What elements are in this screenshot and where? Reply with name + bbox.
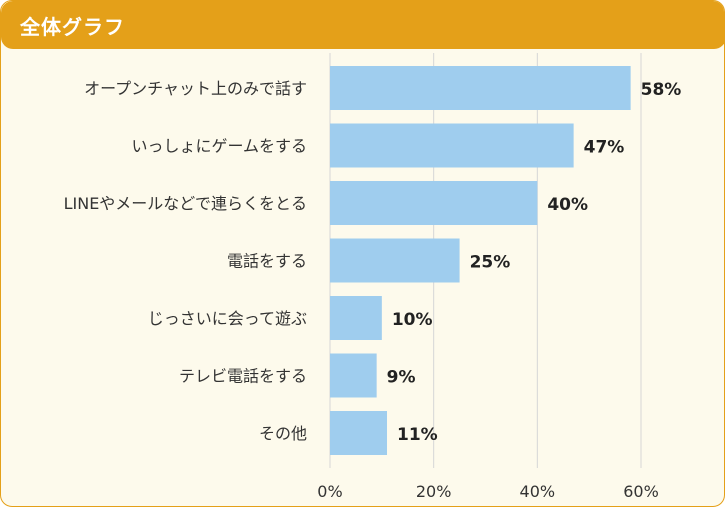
bar-0 [330,66,631,110]
value-label-2: 40% [547,195,588,215]
value-label-4: 10% [392,310,433,330]
category-label-1: いっしょにゲームをする [131,137,307,156]
bar-2 [330,181,538,225]
tick-label-0: 0% [317,482,342,501]
chart-header: 全体グラフ [1,1,724,49]
value-label-0: 58% [641,80,682,100]
category-label-2: LINEやメールなどで連らくをとる [64,194,307,213]
value-label-5: 9% [387,368,416,388]
category-label-6: その他 [259,424,307,443]
bar-3 [330,238,460,283]
tick-label-2: 40% [520,482,556,501]
category-label-4: じっさいに会って遊ぶ [148,309,307,328]
bar-4 [330,296,382,340]
chart-title: 全体グラフ [20,15,125,39]
category-label-3: 電話をする [227,252,307,271]
tick-label-1: 20% [416,482,452,501]
tick-label-3: 60% [623,482,659,501]
bar-1 [330,123,574,168]
value-label-1: 47% [584,138,625,158]
bar-5 [330,353,377,398]
value-label-6: 11% [397,425,438,445]
category-label-5: テレビ電話をする [179,367,307,386]
bar-6 [330,411,388,455]
category-label-0: オープンチャット上のみで話す [84,79,307,98]
value-label-3: 25% [470,253,511,273]
